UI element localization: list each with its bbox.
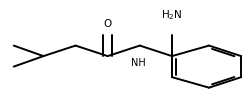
Text: H$_2$N: H$_2$N bbox=[161, 9, 183, 22]
Text: NH: NH bbox=[131, 58, 146, 68]
Text: O: O bbox=[104, 19, 112, 29]
